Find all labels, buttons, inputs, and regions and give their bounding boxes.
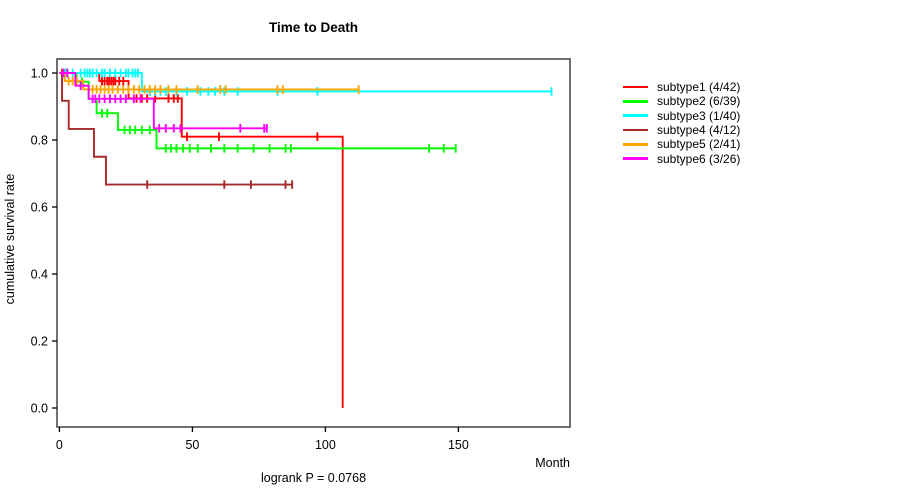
legend-line-swatch bbox=[623, 114, 648, 117]
y-tick-label: 0.6 bbox=[31, 200, 48, 214]
x-tick-label: 0 bbox=[56, 438, 63, 452]
legend-item-subtype4: subtype4 (4/12) bbox=[623, 123, 740, 137]
y-tick-label: 0.8 bbox=[31, 133, 48, 147]
logrank-pvalue-note: logrank P = 0.0768 bbox=[260, 471, 367, 485]
legend-line-swatch bbox=[623, 85, 648, 89]
legend-label: subtype4 (4/12) bbox=[657, 123, 741, 138]
legend-label: subtype5 (2/41) bbox=[657, 137, 741, 152]
y-tick-label: 0.0 bbox=[31, 401, 48, 415]
x-tick-label: 100 bbox=[315, 438, 336, 452]
legend-item-subtype5: subtype5 (2/41) bbox=[623, 137, 740, 151]
legend-line-swatch bbox=[623, 143, 648, 146]
y-tick-label: 1.0 bbox=[31, 66, 48, 80]
legend-label: subtype2 (6/39) bbox=[657, 94, 741, 109]
plot-frame bbox=[56, 58, 571, 428]
legend-item-subtype1: subtype1 (4/42) bbox=[623, 80, 740, 94]
censor-marks-subtype1 bbox=[61, 68, 319, 141]
legend-line-swatch bbox=[623, 100, 648, 103]
survival-curve-subtype1 bbox=[59, 72, 344, 408]
x-axis-label: Month bbox=[535, 456, 570, 470]
x-tick-label: 50 bbox=[185, 438, 199, 452]
legend-item-subtype6: subtype6 (3/26) bbox=[623, 151, 741, 166]
y-tick-label: 0.4 bbox=[31, 267, 48, 281]
y-tick-label: 0.2 bbox=[31, 334, 48, 348]
survival-curve-subtype4 bbox=[59, 72, 293, 186]
legend-label: subtype3 (1/40) bbox=[657, 108, 741, 123]
legend-line-swatch bbox=[623, 157, 648, 160]
legend-item-subtype2: subtype2 (6/39) bbox=[623, 94, 740, 108]
legend-line-swatch bbox=[623, 128, 648, 132]
legend-label: subtype6 (3/26) bbox=[657, 151, 741, 166]
survival-curve-subtype3 bbox=[59, 72, 552, 93]
censor-marks-subtype6 bbox=[62, 68, 268, 133]
y-axis-label: cumulative survival rate bbox=[3, 173, 17, 305]
censor-marks-subtype4 bbox=[146, 180, 294, 189]
legend-item-subtype3: subtype3 (1/40) bbox=[623, 109, 740, 123]
survival-curve-subtype6 bbox=[59, 72, 267, 130]
x-tick-label: 150 bbox=[448, 438, 469, 452]
legend-label: subtype1 (4/42) bbox=[657, 80, 741, 95]
chart-title: Time to Death bbox=[268, 20, 358, 35]
legend: subtype1 (4/42) subtype2 (6/39) subtype3 (… bbox=[623, 80, 740, 166]
